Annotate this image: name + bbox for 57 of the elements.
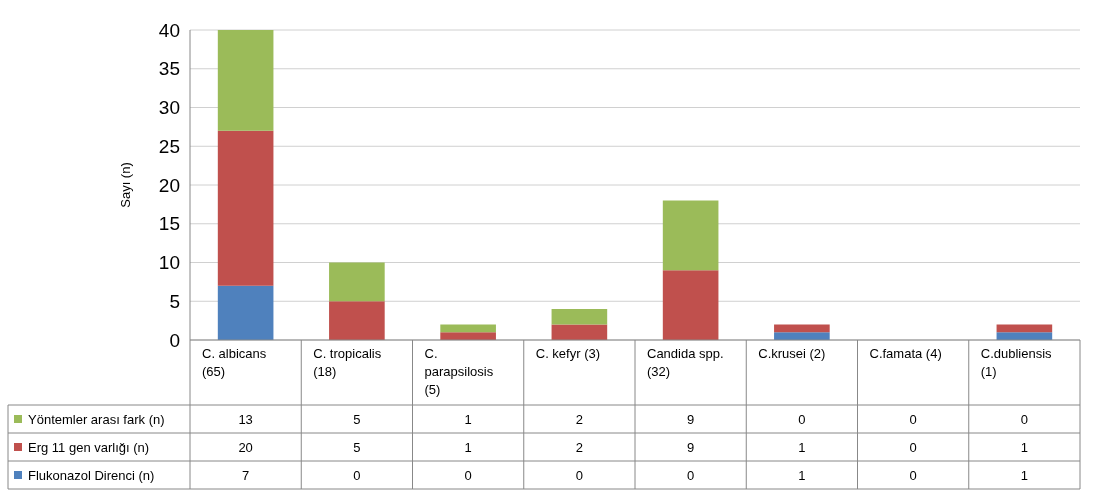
- bar: [774, 324, 830, 333]
- bar: [440, 324, 496, 333]
- data-label: 0: [353, 468, 361, 483]
- y-tick-label: 15: [158, 213, 180, 235]
- y-tick-label: 35: [158, 58, 180, 80]
- bar: [329, 262, 385, 302]
- bar: [217, 285, 274, 340]
- bar: [774, 332, 830, 340]
- data-label: 2: [575, 412, 583, 427]
- data-label: 1: [464, 412, 472, 427]
- x-tick-label: C. parapsilosis (5): [424, 346, 494, 397]
- data-label: 1: [1020, 440, 1028, 455]
- data-label: 9: [687, 412, 695, 427]
- data-label: 0: [909, 440, 917, 455]
- data-label: 7: [242, 468, 250, 483]
- data-label: 5: [353, 440, 361, 455]
- data-label: 0: [1020, 412, 1028, 427]
- bar: [551, 309, 608, 325]
- bar: [662, 200, 719, 271]
- data-label: 13: [238, 412, 253, 427]
- y-tick-label: 10: [158, 252, 180, 274]
- data-label: 0: [798, 412, 806, 427]
- y-tick-label: 40: [158, 19, 180, 41]
- y-axis-title: Sayı (n): [118, 162, 133, 208]
- data-label: 2: [575, 440, 583, 455]
- data-label: 0: [575, 468, 583, 483]
- x-tick-label: C. albicans (65): [202, 346, 267, 379]
- x-tick-label: C.famata (4): [869, 346, 942, 361]
- bar: [440, 332, 496, 340]
- legend-label: Erg 11 gen varlığı (n): [28, 440, 150, 455]
- legend-label: Flukonazol Direnci (n): [28, 468, 155, 483]
- x-tick-label: C. kefyr (3): [535, 346, 601, 361]
- bar: [662, 270, 719, 340]
- y-tick-label: 5: [169, 290, 180, 312]
- data-label: 0: [687, 468, 695, 483]
- data-label: 0: [909, 468, 917, 483]
- data-label: 1: [798, 440, 806, 455]
- y-tick-label: 30: [158, 97, 180, 119]
- bar: [217, 30, 274, 131]
- y-tick-label: 0: [169, 329, 180, 351]
- bar: [217, 130, 274, 286]
- x-tick-label: C.dubliensis (1): [980, 346, 1053, 379]
- y-tick-label: 20: [158, 174, 180, 196]
- data-label: 20: [238, 440, 253, 455]
- x-tick-label: C. tropicalis (18): [313, 346, 382, 379]
- data-label: 5: [353, 412, 361, 427]
- legend-label: Yöntemler arası fark (n): [28, 412, 165, 427]
- x-tick-label: C.krusei (2): [758, 346, 826, 361]
- data-label: 0: [909, 412, 917, 427]
- y-tick-label: 25: [158, 135, 180, 157]
- data-label: 1: [798, 468, 806, 483]
- bar: [329, 301, 385, 340]
- data-label: 1: [1020, 468, 1028, 483]
- data-label: 0: [464, 468, 472, 483]
- x-tick-label: Candida spp. (32): [647, 346, 724, 379]
- data-label: 1: [464, 440, 472, 455]
- data-label: 9: [687, 440, 695, 455]
